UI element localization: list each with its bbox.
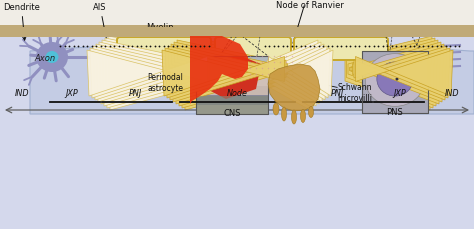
Polygon shape (174, 43, 291, 105)
Bar (196, 67, 268, 77)
Bar (196, 95, 268, 105)
Bar (0, 28, 474, 38)
Ellipse shape (292, 111, 297, 124)
Ellipse shape (395, 78, 399, 81)
Polygon shape (105, 39, 217, 109)
Polygon shape (177, 41, 292, 106)
Polygon shape (162, 51, 284, 97)
Polygon shape (102, 41, 215, 106)
Text: Perinodal
astrocyte: Perinodal astrocyte (147, 73, 183, 92)
FancyBboxPatch shape (294, 38, 388, 61)
Ellipse shape (36, 43, 68, 73)
Bar (196, 57, 268, 114)
Bar (196, 97, 268, 114)
Polygon shape (183, 37, 295, 111)
Ellipse shape (377, 63, 413, 97)
Bar (196, 58, 268, 67)
Polygon shape (345, 37, 432, 111)
Polygon shape (356, 51, 453, 97)
Polygon shape (348, 41, 438, 106)
Text: Node of Ranvier: Node of Ranvier (276, 1, 344, 10)
Polygon shape (349, 43, 441, 105)
Polygon shape (258, 37, 312, 111)
Polygon shape (346, 39, 435, 109)
Polygon shape (267, 49, 330, 98)
Ellipse shape (309, 107, 313, 118)
Polygon shape (190, 37, 248, 105)
Text: AIS: AIS (93, 3, 110, 54)
Bar (196, 77, 268, 86)
Bar (0, 114, 474, 229)
FancyBboxPatch shape (215, 38, 291, 61)
Polygon shape (259, 39, 315, 109)
Bar (196, 105, 268, 114)
Text: Dendrite: Dendrite (3, 3, 40, 41)
Ellipse shape (46, 52, 58, 64)
Ellipse shape (282, 108, 286, 121)
Text: IND: IND (445, 88, 459, 97)
Bar (196, 86, 268, 95)
Text: PNJ: PNJ (330, 88, 344, 97)
Ellipse shape (301, 110, 306, 123)
Polygon shape (354, 49, 450, 98)
Ellipse shape (365, 55, 425, 107)
Polygon shape (99, 43, 213, 105)
Text: Myelin: Myelin (146, 23, 211, 56)
Polygon shape (30, 48, 474, 114)
Bar (362, 52, 428, 114)
Polygon shape (265, 47, 327, 101)
Text: Axon: Axon (34, 54, 55, 63)
Polygon shape (351, 45, 444, 103)
Polygon shape (165, 49, 286, 98)
Text: Schwann
microvilli: Schwann microvilli (337, 83, 373, 102)
Polygon shape (268, 65, 320, 112)
Polygon shape (96, 45, 212, 103)
Polygon shape (201, 57, 261, 100)
Polygon shape (90, 49, 209, 98)
Bar (196, 57, 268, 114)
Bar (0, 26, 474, 38)
Text: PNJ: PNJ (128, 88, 142, 97)
Text: IND: IND (15, 88, 29, 97)
Polygon shape (108, 37, 218, 111)
Text: JXP: JXP (65, 88, 78, 97)
Text: Node: Node (227, 88, 247, 97)
Polygon shape (93, 47, 210, 101)
Bar (0, 38, 474, 114)
Polygon shape (180, 39, 293, 109)
Polygon shape (87, 51, 208, 97)
Polygon shape (168, 47, 288, 101)
Polygon shape (353, 47, 447, 101)
Polygon shape (264, 45, 324, 103)
Bar (0, 0, 474, 114)
Polygon shape (268, 51, 333, 97)
Polygon shape (171, 45, 289, 103)
Text: JXP: JXP (393, 88, 406, 97)
FancyBboxPatch shape (117, 38, 211, 61)
Polygon shape (261, 41, 318, 106)
Text: PNS: PNS (387, 108, 403, 117)
Bar (362, 52, 428, 114)
Polygon shape (263, 43, 321, 105)
Ellipse shape (273, 104, 279, 115)
Text: CNS: CNS (223, 109, 241, 117)
